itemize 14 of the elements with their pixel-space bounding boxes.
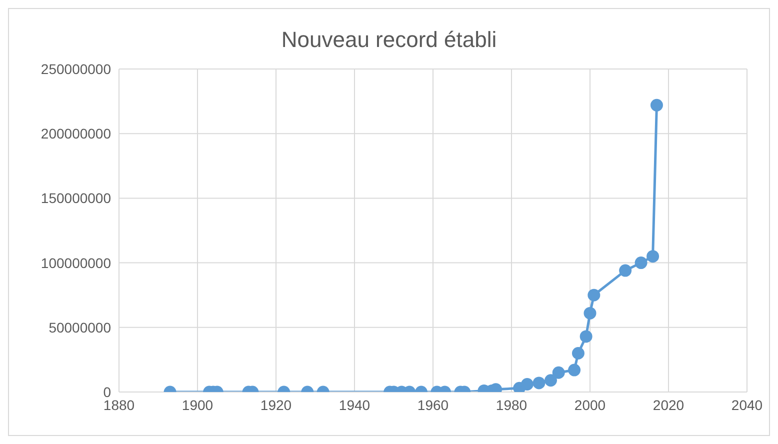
x-tick-label: 2020 — [652, 396, 684, 413]
x-tick-label: 2000 — [574, 396, 606, 413]
x-tick-label: 1980 — [496, 396, 528, 413]
x-tick-label: 1920 — [260, 396, 292, 413]
y-tick-label: 250000000 — [40, 60, 112, 77]
chart-title: Nouveau record établi — [280, 27, 498, 54]
x-tick-label: 1900 — [182, 396, 214, 413]
x-tick-label: 1940 — [338, 396, 370, 413]
x-tick-label: 2040 — [731, 396, 763, 413]
y-tick-label: 50000000 — [48, 319, 112, 336]
y-tick-label: 150000000 — [40, 190, 112, 206]
y-tick-label: 100000000 — [40, 254, 112, 271]
y-tick-label: 200000000 — [40, 126, 112, 142]
x-tick-label: 1960 — [417, 396, 449, 413]
